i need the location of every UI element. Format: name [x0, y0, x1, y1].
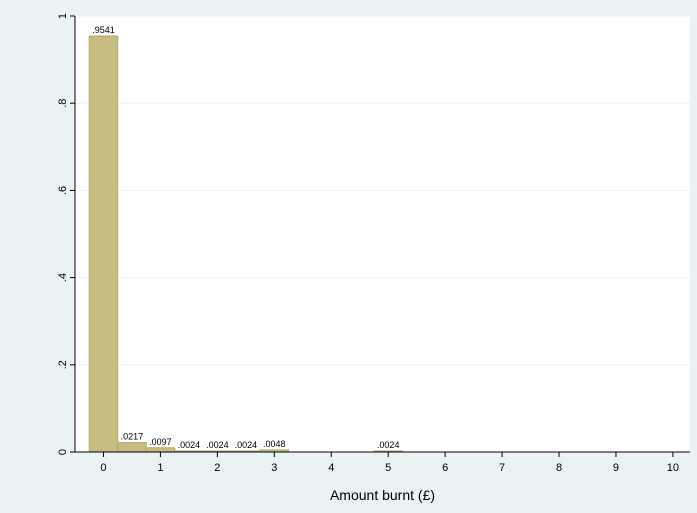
- bar-value-label: .0024: [377, 440, 400, 450]
- x-tick-label: 8: [556, 462, 562, 474]
- axes: 0.2.4.6.810 1 2 3 4 5 6 7 8 9 10: [57, 13, 690, 474]
- x-tick-label: 9: [613, 462, 619, 474]
- bar-value-label: .9541: [92, 25, 115, 35]
- bar-value-label: .0024: [178, 440, 201, 450]
- x-tick-label: 2: [214, 462, 220, 474]
- x-tick-label: 4: [328, 462, 334, 474]
- bars: [88, 35, 403, 453]
- x-tick-label: 0: [100, 462, 106, 474]
- bar-value-label: .0024: [235, 440, 258, 450]
- data-labels: .9541 .0217 .0097 .0024 .0024 .0024 .0048 .0024: [92, 25, 399, 450]
- bar-value-label: .0024: [206, 440, 229, 450]
- plot-area: [75, 16, 690, 452]
- x-tick-label: 1: [157, 462, 163, 474]
- x-axis-title: Amount burnt (£): [330, 487, 435, 503]
- y-tick-label: .2: [57, 360, 69, 369]
- bar-value-label: .0217: [121, 432, 144, 442]
- x-tick-label: 5: [385, 462, 391, 474]
- y-tick-label: .8: [57, 99, 69, 108]
- x-tick-label: 6: [442, 462, 448, 474]
- y-tick-label: .6: [57, 186, 69, 195]
- x-tick-label: 10: [667, 462, 679, 474]
- bar-value-label: .0097: [149, 437, 172, 447]
- x-tick-label: 7: [499, 462, 505, 474]
- y-tick-label: 0: [57, 449, 69, 455]
- y-tick-label: .4: [57, 273, 69, 282]
- histogram-bar: [145, 447, 176, 453]
- y-tick-label: 1: [57, 13, 69, 19]
- gridlines: [75, 15, 690, 366]
- histogram-bar: [117, 442, 147, 453]
- x-tick-label: 3: [271, 462, 277, 474]
- histogram-bar: [88, 35, 119, 453]
- bar-value-label: .0048: [263, 439, 286, 449]
